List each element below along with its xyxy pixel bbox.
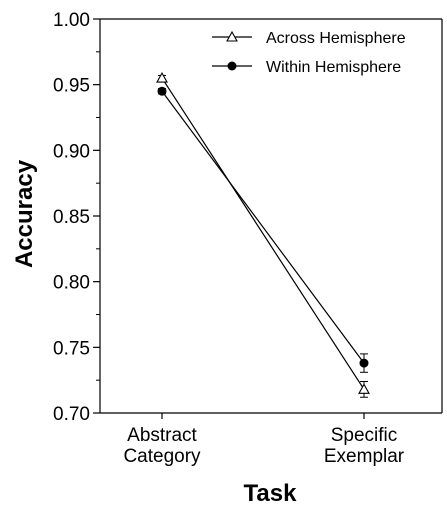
data-point <box>359 358 369 368</box>
y-tick-label: 0.90 <box>53 141 90 162</box>
x-tick-label: Category <box>123 446 201 467</box>
error-bars <box>158 74 368 398</box>
series-lines <box>161 77 365 390</box>
x-tick-label: Abstract <box>127 425 197 446</box>
x-tick-label: Exemplar <box>324 446 405 467</box>
y-tick-label: 1.00 <box>53 10 90 31</box>
legend: Across Hemisphere Within Hemisphere <box>212 30 406 76</box>
y-tick-label: 0.95 <box>53 76 90 97</box>
y-axis-title: Accuracy <box>11 159 38 268</box>
x-tick-label: Specific <box>331 425 398 446</box>
y-tick-label: 0.85 <box>53 207 90 228</box>
y-tick-label: 0.75 <box>53 338 90 359</box>
data-markers <box>156 71 370 394</box>
series-line <box>161 90 365 364</box>
legend-label: Within Hemisphere <box>266 59 401 76</box>
axes: 0.70 0.75 0.80 0.85 0.90 0.95 1.00 AbstractCate… <box>53 10 443 467</box>
legend-marker <box>227 61 237 71</box>
data-point <box>156 71 168 83</box>
data-point <box>358 383 370 394</box>
series-line <box>161 77 365 390</box>
data-point <box>157 86 167 96</box>
legend-marker <box>226 30 238 42</box>
legend-label: Across Hemisphere <box>266 30 406 47</box>
x-axis-title: Task <box>244 480 298 506</box>
y-tick-label: 0.80 <box>53 273 90 294</box>
y-tick-label: 0.70 <box>53 404 90 425</box>
